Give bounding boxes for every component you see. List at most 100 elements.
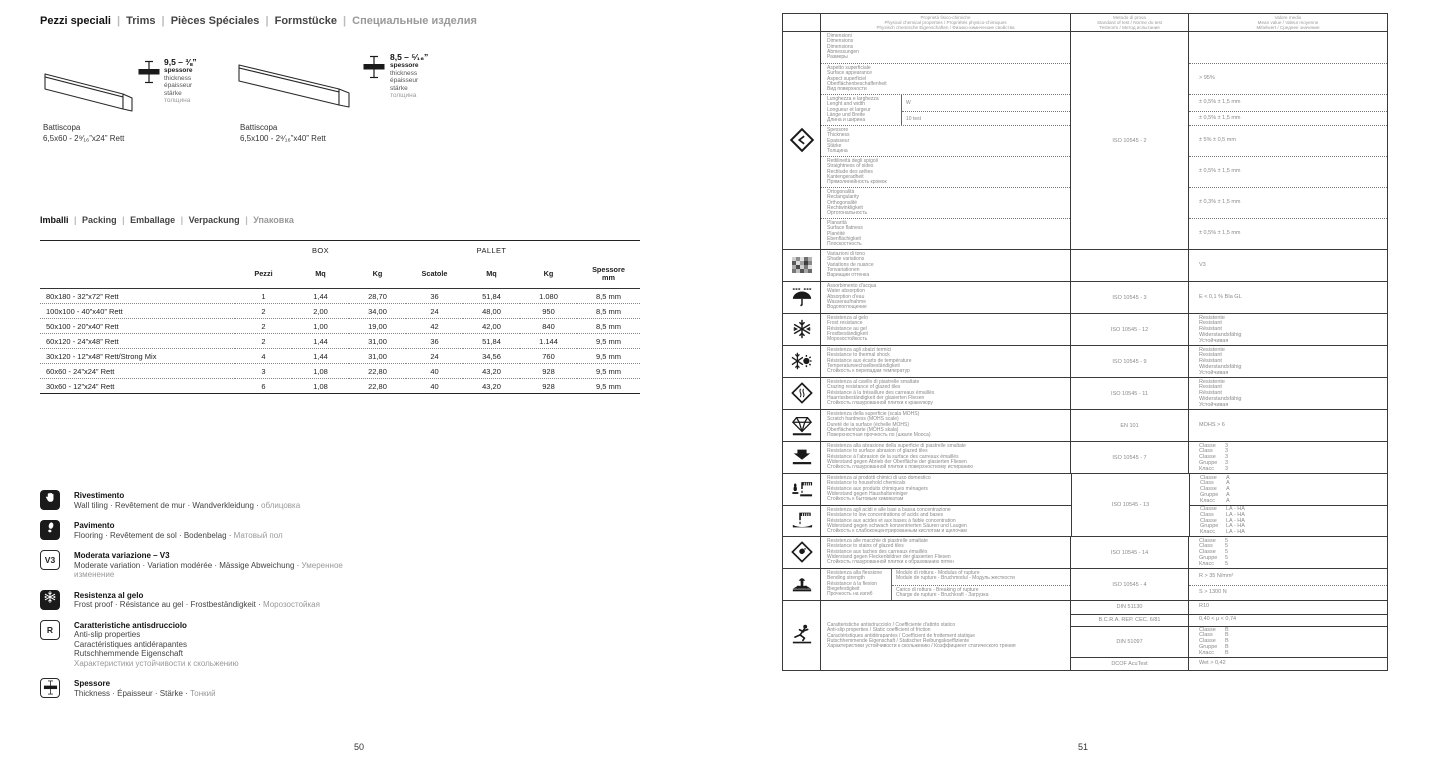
property-label-line: Resistenza della superficie (scala MOHS) (827, 411, 920, 417)
class-label: Gruppe (1200, 523, 1219, 530)
value-line: Class B (1199, 633, 1387, 639)
title-segment: Emballage (130, 215, 176, 226)
property-label-line: Résistance aux acides et aux bases à fai… (827, 517, 956, 524)
legend-line-segment: Wall tiling · Revêtement de mur · Wandve… (74, 500, 262, 510)
method-cell: ISO 10545 - 11 (1071, 378, 1189, 409)
thickness-label: spessore (164, 67, 193, 74)
class-label: Classe (1199, 454, 1216, 461)
property-label-line: Dimensions (827, 38, 854, 45)
value-line: Gruppe 5 (1199, 555, 1228, 562)
tech-group: Resistenza alle macchie di piastrelle sm… (783, 536, 1387, 568)
property-label-line: Tonvariationen (827, 266, 860, 273)
property-cell: Resistenza al cavillo di piastrelle smal… (821, 378, 1071, 409)
header-line: Valore medio (1274, 14, 1302, 20)
value-cell: Classe 5 Class 5 Classe 5 Gruppe 5 Класс 5 (1189, 537, 1387, 568)
property-label-line: Biegefestigkeit (827, 585, 860, 592)
icon-cell (783, 537, 821, 568)
method-cell: EN 101 (1071, 410, 1189, 441)
packing-thead: BOX PALLET Pezzi Mq Kg Scatole Mq Kg Spessore mm (40, 241, 640, 289)
legend-line: Anti-slip properties (74, 630, 239, 640)
value-cell: ± 0,5% ± 1,5 mm (1189, 218, 1387, 249)
class-value: LA - HA (1226, 506, 1245, 513)
property-label-line: Wasseraufnahme (827, 298, 866, 305)
legend-title: Resistenza al gelo (74, 590, 144, 600)
class-label: Classe (1200, 517, 1217, 524)
tech-group: Resistenza alla abrasione della superfic… (783, 441, 1387, 473)
column-header-cell (40, 260, 235, 289)
class-label: Classe (1199, 549, 1216, 556)
product-name: Battiscopa (43, 123, 81, 132)
value-line: Gruppe B (1199, 643, 1387, 651)
header-line: Proprietà fisico-chimiche (920, 14, 971, 20)
property-label-line: Rectitude des arêtes (827, 168, 873, 175)
method-cell: ISO 10545 - 13 (1072, 474, 1190, 536)
class-label: Класс (1200, 497, 1215, 504)
legend-line-segment: облицовка (261, 500, 301, 510)
class-value: A (1226, 497, 1230, 504)
thickness-label: épaisseur (164, 82, 193, 90)
value-cell: 31,00 (349, 348, 406, 364)
class-value: B (1225, 643, 1229, 650)
tech-group: Assorbimento d'acqua Water absorption Abso… (783, 281, 1387, 313)
value-line: Classe 3 (1199, 454, 1228, 461)
value-cell: 3 (235, 363, 292, 379)
property-label-line: Variations de nuance (827, 261, 874, 268)
value-line: R > 35 N/mm² (1199, 572, 1234, 579)
property-label-line: Толщина (827, 148, 848, 155)
property-label-line: Rutschhemmende Eigenschaft / Statischer … (827, 637, 970, 644)
class-value: 5 (1225, 537, 1229, 544)
wall-tiling-icon (44, 491, 57, 509)
group-header-cell: BOX (311, 246, 330, 256)
legend-line-segment: Характеристики устойчивости к скольжению (74, 658, 239, 668)
value-cell: 34,00 (349, 303, 406, 319)
legend-title: Spessore (74, 679, 111, 688)
column-header-cell: Pezzi (235, 260, 292, 289)
property-row: Spessore Thickness Epaisseur Stärke Толщина (821, 125, 1070, 156)
title-separator: | (119, 215, 128, 226)
property-label-line: Haarrissbeständigkeit der glasierten Fli… (827, 394, 925, 401)
value-cell: 9,5 mm (577, 348, 640, 364)
value-cell: 2,00 (292, 303, 349, 319)
header-line: Mittelwert / Среднее значение (1256, 25, 1320, 31)
property-label-line: Widerstand gegen Abrieb der Oberfläche d… (827, 458, 967, 465)
legend-item: Spessore Thickness · Épaisseur · Stärke ·… (40, 678, 370, 698)
property-label-line: Assorbimento d'acqua (827, 283, 877, 289)
property-label-line: Straightness of sides (827, 163, 874, 170)
property-cell: Resistenza alle macchie di piastrelle sm… (821, 537, 1071, 568)
property-label-line: Lunghezza e larghezza (827, 96, 879, 102)
thickness-marker-icon (137, 60, 161, 89)
property-label-line: Resistenza agli acidi e alle basi a bass… (827, 507, 951, 513)
value-line: Classe LA - HA (1200, 517, 1245, 525)
value-line: Classe A (1200, 486, 1230, 493)
title-segment: Pièces Spéciales (170, 15, 260, 28)
property-label-line: Anti-slip properties / Static coefficien… (827, 627, 931, 634)
value-cell: Resistente Resistant Résistant Widerstandsf… (1189, 314, 1387, 345)
column-header-cell: Mq (292, 260, 349, 289)
value-cell: 760 (520, 348, 577, 364)
legend-line: Moderate variation · Variation modérée ·… (74, 561, 343, 571)
product-label: Battiscopa 6,5x60 - 2⁹⁄₁₆”x24” Rett (43, 123, 124, 144)
value-line: Resistente (1199, 346, 1225, 353)
sub-rows: Modulo di rottura - Modulus of rupture Mo… (891, 569, 1070, 600)
property-label-line: Aspetto superficiale (827, 65, 871, 71)
value-column: > 95% ± 0,5% ± 1,5 mm ± 0,5% ± 1,5 mm ± 5% … (1189, 32, 1387, 249)
value-cell: 6 (235, 378, 292, 394)
value-line: ± 0,5% ± 1,5 mm (1199, 98, 1241, 105)
value-cell: 1,44 (292, 348, 349, 364)
property-cell: Resistenza agli sbalzi termici Resistance… (821, 346, 1071, 377)
frost-proof-icon (40, 589, 60, 610)
property-row: Planarità Surface flatness Planéité Ebenflä… (821, 218, 1070, 249)
property-label-line: Стойкость глазурованной плитки к образов… (827, 559, 954, 566)
value-line: ± 0,5% ± 1,5 mm (1199, 230, 1241, 237)
class-value: LA - HA (1226, 517, 1245, 524)
sub-row-label: 10 test (902, 110, 1070, 126)
property-row: Rettilineità degli spigoli Straightness o… (821, 156, 1070, 187)
property-label-line: Ортогональность (827, 210, 868, 217)
property-block: Resistenza agli acidi e alle basi a bass… (783, 505, 1071, 536)
value-line: R10 (1199, 603, 1210, 610)
header-line: Standard of test / Norme du test (1096, 19, 1163, 25)
tech-group: Resistenza alla flessione Bending strengt… (783, 568, 1387, 600)
value-cell: R > 35 N/mm² (1189, 569, 1387, 585)
thickness-label: stärke (390, 84, 408, 92)
